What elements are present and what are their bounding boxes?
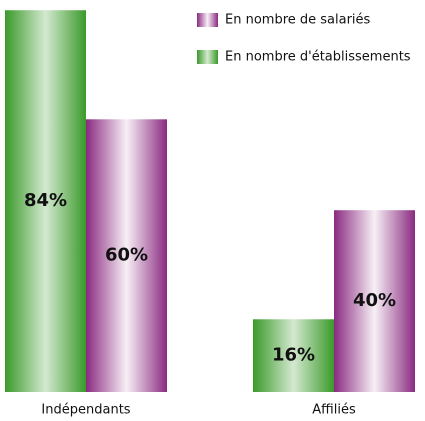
legend-label: En nombre de salariés [225, 13, 371, 28]
legend-label: En nombre d'établissements [225, 50, 411, 65]
value-label: 60% [105, 245, 148, 266]
bar [253, 319, 334, 392]
x-tick-label: Affiliés [312, 403, 356, 418]
value-label: 40% [353, 290, 396, 311]
bar [86, 119, 167, 393]
value-label: 84% [24, 190, 67, 211]
x-tick-label: Indépendants [41, 403, 130, 418]
bar [334, 210, 415, 392]
value-label: 16% [272, 345, 315, 366]
legend-swatch [197, 13, 218, 27]
legend-swatch [197, 50, 218, 64]
bar [5, 10, 86, 392]
